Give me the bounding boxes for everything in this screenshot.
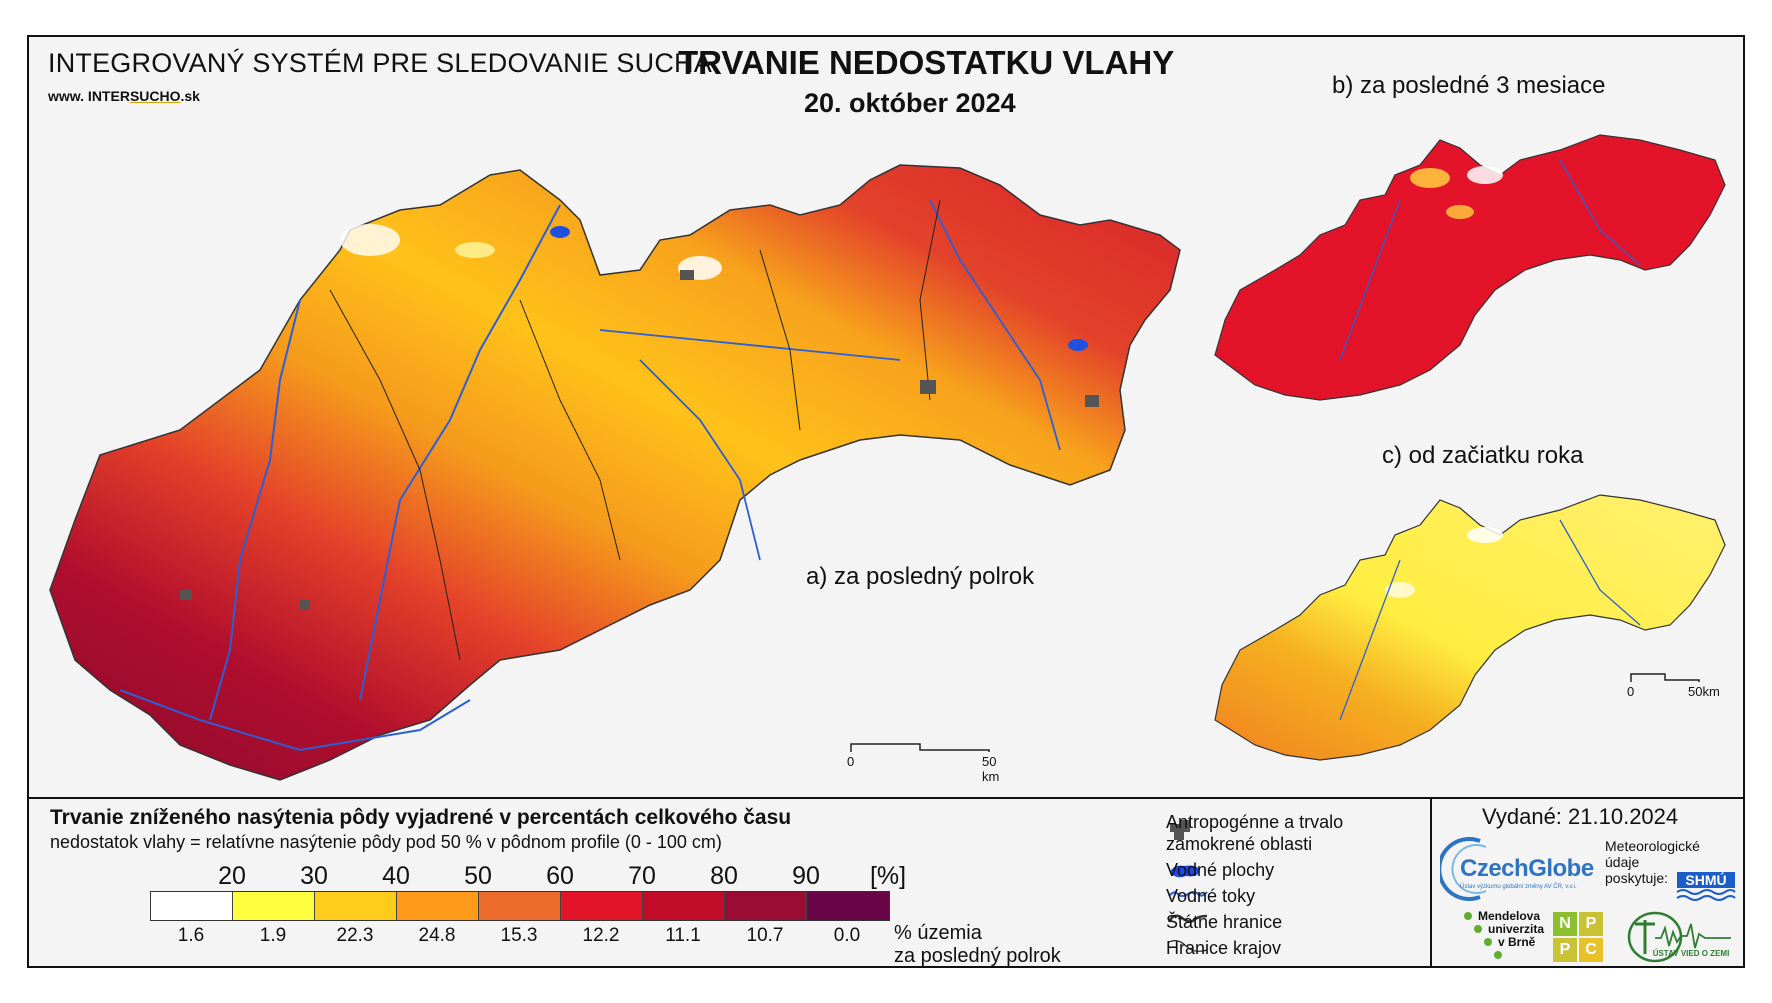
threshold-label-5: 70 [628, 862, 656, 890]
area-unit-label: % územia za posledný polrok [894, 922, 1061, 968]
map-c-label: c) od začiatku roka [1382, 442, 1584, 469]
color-class-5 [561, 892, 643, 920]
scale-small-zero: 0 [1627, 684, 1635, 699]
legend-region-border: Hranice krajov [1166, 938, 1282, 958]
threshold-label-6: 80 [710, 862, 738, 890]
color-class-4 [479, 892, 561, 920]
npc-p2: P [1553, 938, 1577, 962]
main-title: TRVANIE NEDOSTATKU VLAHY [678, 44, 1175, 81]
state-border-icon [1168, 914, 1208, 923]
website-link[interactable]: www. INTERSUCHO.sk [48, 88, 200, 104]
scale-bar-small: 0 50km [1627, 672, 1720, 702]
map-date: 20. október 2024 [804, 88, 1016, 118]
scale-main-zero: 0 [847, 754, 855, 769]
threshold-label-7: 90 [792, 862, 820, 890]
area-percent-5: 12.2 [582, 925, 620, 946]
npc-logo: N P P C [1553, 912, 1603, 962]
earth-science-institute-logo: ÚSTAV VIED O ZEMI [1627, 911, 1731, 963]
website-highlight: SUCHO [129, 88, 181, 104]
area-percent-7: 10.7 [746, 925, 784, 946]
area-percent-0: 1.6 [177, 925, 205, 946]
map-a-label: a) za posledný polrok [806, 563, 1035, 590]
anthropogenic-area-icon [1170, 820, 1190, 840]
region-border-icon [1168, 940, 1208, 952]
scale-small-end: 50km [1688, 684, 1720, 699]
water-body-icon [1170, 865, 1200, 878]
met-line2: údaje [1605, 854, 1640, 870]
slovakia-shape-b [1214, 134, 1726, 401]
legend-state-border: Štátne hranice [1166, 912, 1283, 932]
legend-divider [27, 797, 1745, 799]
threshold-label-2: 40 [382, 862, 410, 890]
area-percent-6: 11.1 [665, 925, 701, 946]
shmu-logo: SHMÚ [1676, 871, 1736, 901]
color-class-2 [315, 892, 397, 920]
area-percent-3: 24.8 [418, 925, 456, 946]
color-scale-bar [150, 891, 890, 921]
color-class-8 [807, 892, 889, 920]
shmu-logo-text: SHMÚ [1685, 871, 1726, 888]
scale-bar-main: 0 50 km [847, 742, 999, 784]
color-class-6 [643, 892, 725, 920]
czechglobe-logo [1440, 837, 1487, 901]
npc-p1: P [1579, 912, 1603, 936]
threshold-label-4: 60 [546, 862, 574, 890]
color-class-1 [233, 892, 315, 920]
scale-main-end: 50 km [982, 754, 1000, 784]
area-percent-4: 15.3 [500, 925, 538, 946]
area-unit-line2: za posledný polrok [894, 945, 1061, 967]
legend-subtitle: nedostatok vlahy = relatívne nasýtenie p… [50, 832, 722, 852]
color-class-0 [151, 892, 233, 920]
legend-title: Trvanie zníženého nasýtenia pôdy vyjadre… [50, 806, 792, 829]
met-line3: poskytuje: [1605, 870, 1669, 886]
slovakia-shape-c [1214, 494, 1726, 761]
website-prefix: www. INTER [48, 88, 130, 104]
map-b-label: b) za posledné 3 mesiace [1332, 72, 1606, 99]
slovakia-shape-a [49, 164, 1181, 781]
npc-c: C [1579, 938, 1603, 962]
issued-date: Vydané: 21.10.2024 [1482, 804, 1679, 829]
legend-water-bodies: Vodné plochy [1166, 860, 1275, 880]
website-suffix: .sk [180, 88, 200, 104]
mendel-line2: univerzita [1488, 922, 1545, 936]
system-title: INTEGROVANÝ SYSTÉM PRE SLEDOVANIE SUCHA [48, 48, 712, 78]
threshold-label-1: 30 [300, 862, 328, 890]
met-data-provider: Meteorologické údaje poskytuje: [1605, 838, 1700, 886]
threshold-label-8: [%] [869, 862, 907, 890]
stream-icon [1168, 891, 1208, 897]
color-class-7 [725, 892, 807, 920]
mendel-university-logo: Mendelova univerzita v Brně [1462, 910, 1544, 961]
area-unit-line1: % územia [894, 922, 982, 944]
area-percent-1: 1.9 [259, 925, 287, 946]
czechglobe-name: CzechGlobe [1460, 855, 1594, 882]
threshold-label-3: 50 [464, 862, 492, 890]
mendel-line3: v Brně [1498, 935, 1536, 949]
czechglobe-subtitle: Ústav výzkumu globální změny AV ČR, v.v.… [1460, 884, 1577, 890]
met-line1: Meteorologické [1605, 838, 1700, 854]
mendel-line1: Mendelova [1478, 909, 1541, 923]
legend-streams: Vodné toky [1166, 886, 1256, 906]
area-percent-8: 0.0 [833, 925, 861, 946]
npc-n: N [1553, 912, 1577, 936]
legend-anthropogenic-2: zamokrené oblasti [1166, 834, 1313, 854]
color-class-3 [397, 892, 479, 920]
threshold-label-0: 20 [218, 862, 246, 890]
credits-divider [1430, 797, 1432, 968]
legend-anthropogenic-1: Antropogénne a trvalo [1166, 812, 1344, 832]
uvz-logo-text: ÚSTAV VIED O ZEMI [1653, 949, 1730, 958]
area-percent-2: 22.3 [336, 925, 374, 946]
